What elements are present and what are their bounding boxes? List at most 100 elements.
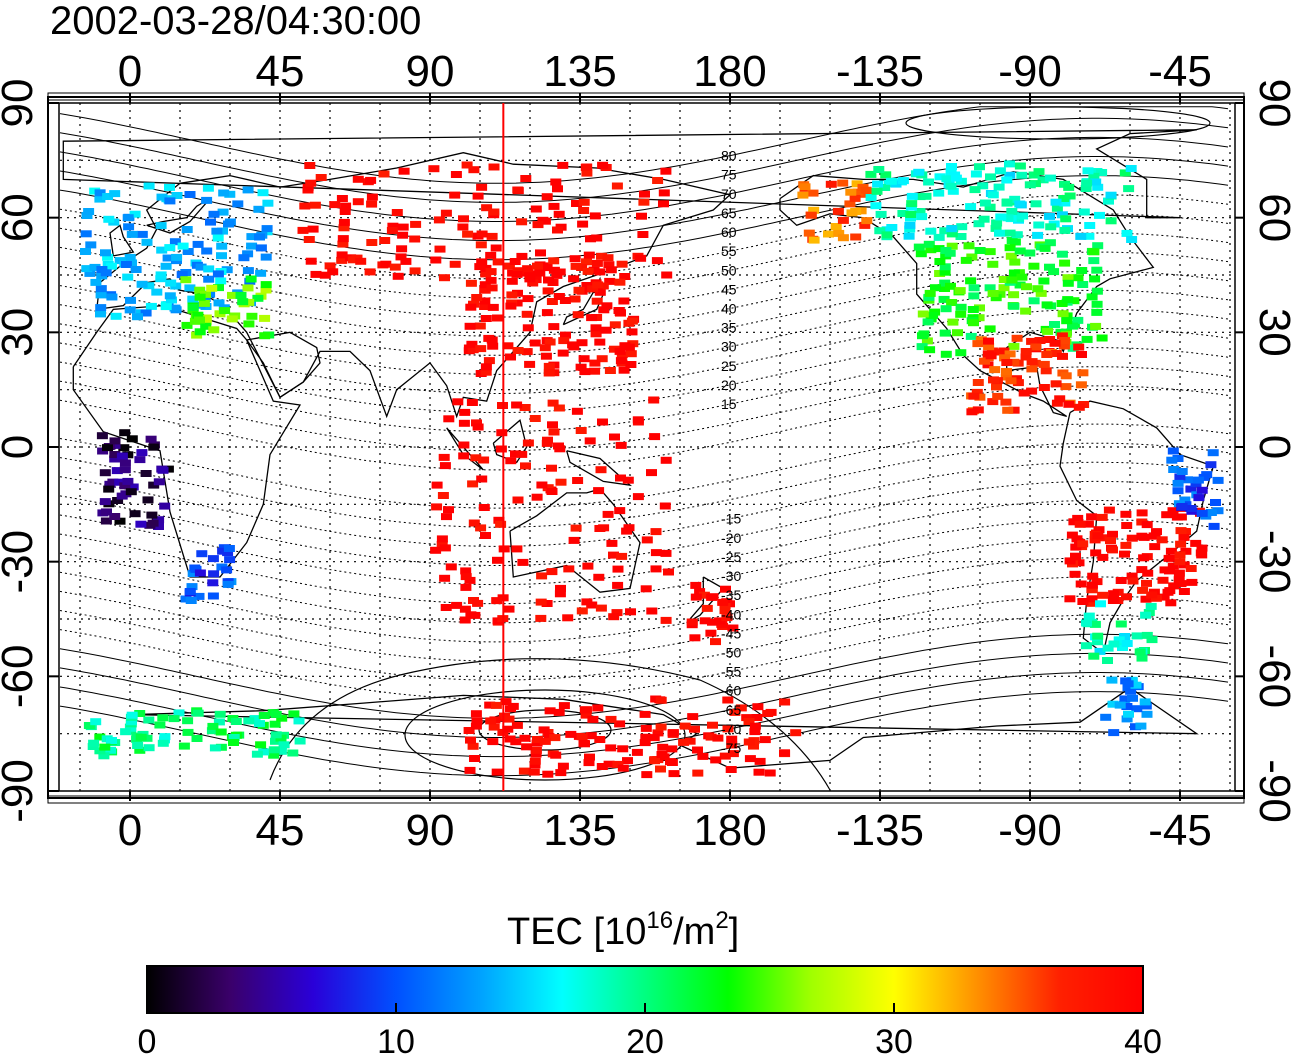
tec-cell [1072,514,1084,522]
tec-cell [337,240,349,248]
tec-cell [582,562,594,570]
tec-cell [1091,300,1103,308]
tec-cell [852,188,864,196]
tec-cell [1095,600,1106,608]
tec-cell [541,600,553,607]
tec-cell [511,545,523,553]
tec-cell [609,433,620,441]
tec-cell [379,237,391,244]
tec-cell [469,611,481,619]
contour-label: -20 [721,530,741,546]
tec-cell [602,254,614,262]
tec-cell [471,419,482,427]
tec-cell [164,292,176,300]
tec-cell [618,366,630,374]
tec-cell [105,262,117,270]
tec-cell [548,266,560,274]
contour-line [59,633,1229,719]
tec-cell [851,180,863,188]
tec-cell [968,284,980,292]
tec-cell [568,275,580,283]
longitude-tick-label: 90 [406,806,455,855]
tec-cell [598,306,610,314]
tec-cell [1125,687,1137,695]
tec-cell [1050,350,1062,357]
tec-cell [257,189,269,197]
tec-cell [743,718,755,725]
tec-cell [965,203,977,211]
tec-cell [1094,211,1105,219]
tec-cell [192,709,204,717]
tec-cell [1092,242,1104,250]
tick-mark [48,102,59,104]
tick-mark [729,93,731,103]
tick-mark [1235,790,1245,792]
coastline [566,450,633,487]
tec-cell [80,248,91,255]
tec-cell [1062,296,1074,304]
tec-cell [1057,310,1069,318]
contour-label: -45 [721,625,741,641]
tec-cell [242,284,254,292]
tec-cell [140,309,152,317]
tec-cell [109,455,121,463]
longitude-tick-label: 45 [256,47,305,96]
tec-cell [1039,244,1051,252]
contour-line [59,270,1229,356]
tec-cell [1073,403,1085,411]
tec-cell [1097,553,1109,561]
tec-cell [1011,231,1023,239]
tec-cell [99,743,111,751]
tec-cell [203,275,215,283]
tec-cell [601,302,613,310]
tec-cell [998,347,1010,355]
tec-cell [833,229,845,237]
tec-cell [1016,171,1028,179]
tec-cell [749,722,761,730]
tec-cell [1035,289,1047,297]
tec-cell [302,183,314,191]
tec-cell [729,708,741,716]
tec-cell [946,225,958,233]
tec-cell [470,454,482,462]
tec-cell [431,481,443,489]
tec-cell [194,328,206,336]
tec-cell [539,737,551,745]
tec-cell [181,226,193,233]
tec-cell [861,217,873,225]
tec-cell [549,734,561,742]
tec-cell [1012,379,1024,387]
tec-cell [805,211,817,219]
tec-cell [897,210,909,217]
tec-cell [440,604,452,611]
tec-cell [906,200,918,208]
tec-cell [101,508,112,516]
tec-cell [945,182,957,190]
tec-cell [392,272,404,280]
tec-cell [471,717,483,725]
tec-cell [1014,200,1026,208]
tec-cell [458,441,470,449]
tec-cell [719,752,731,760]
tec-cell [135,520,147,528]
tec-cell [651,257,663,265]
tec-cell [625,350,637,358]
tec-cell [125,296,136,304]
contour-line [59,500,1229,586]
tec-cell [1145,602,1157,610]
tec-cell [223,545,235,552]
tec-cell [472,192,484,200]
tec-cell [505,353,516,361]
tec-cell [751,714,763,721]
tec-cell [659,502,671,510]
tec-cell [238,254,250,262]
tec-cell [779,749,790,757]
tec-cell [1123,185,1135,193]
tec-cell [762,710,774,717]
longitude-tick-label: 180 [693,47,766,96]
tec-cell [1105,191,1117,199]
tec-cell [143,182,155,190]
tec-cell [609,345,620,353]
tec-cell [120,261,132,268]
tec-cell [1121,229,1133,237]
